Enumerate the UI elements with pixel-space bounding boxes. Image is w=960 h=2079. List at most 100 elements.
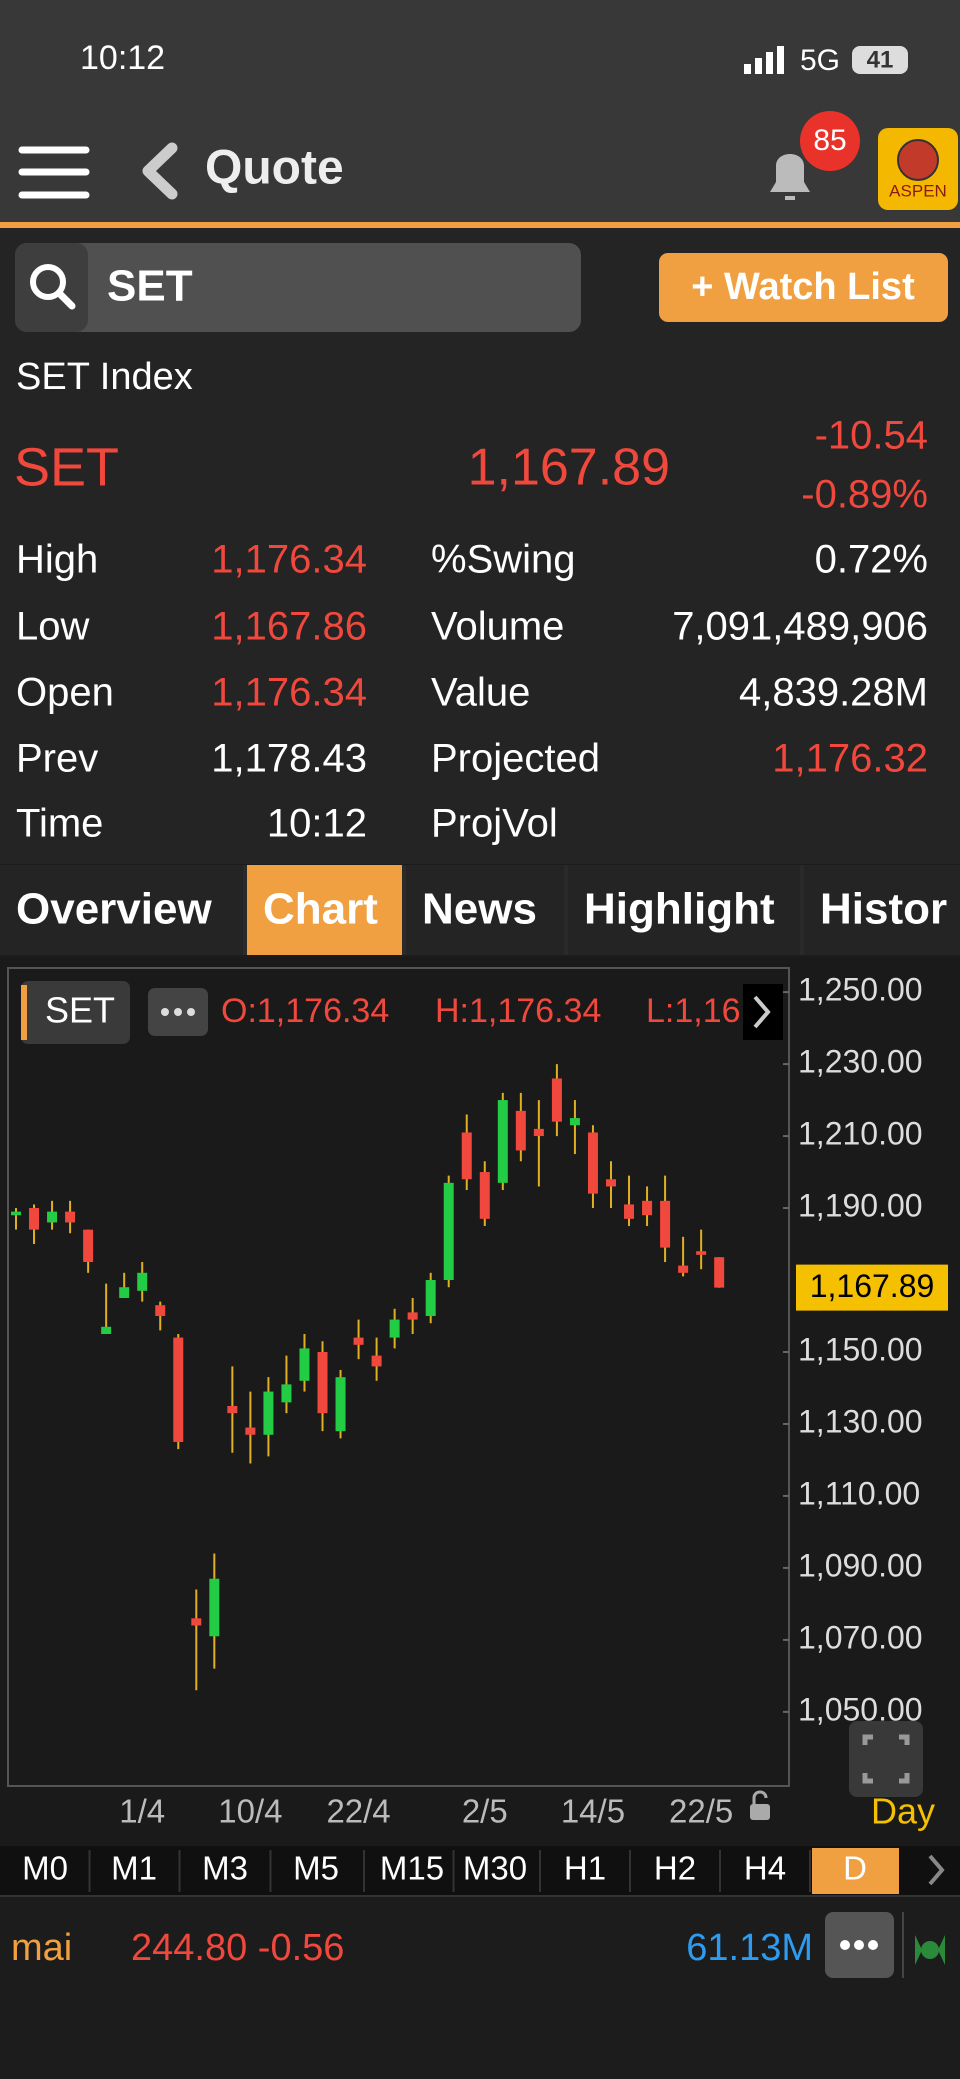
ohlc-summary: L:1,16	[646, 992, 741, 1030]
candle-body	[461, 1132, 472, 1180]
change: -10.54	[815, 414, 928, 458]
row-value: 1,176.34	[211, 671, 367, 715]
tab-label: Histor	[820, 885, 947, 934]
watchlist-label: + Watch List	[691, 266, 915, 308]
candle-body	[642, 1200, 653, 1216]
y-tick-label: 1,070.00	[798, 1619, 923, 1655]
candle-body	[533, 1128, 544, 1137]
row-value: 0.72%	[815, 538, 928, 582]
candle-body	[137, 1272, 148, 1291]
y-tick-label: 1,230.00	[798, 1044, 923, 1080]
search-box[interactable]	[15, 243, 581, 332]
search-icon-handle	[55, 289, 76, 310]
timeframe-arrow[interactable]	[928, 1854, 945, 1886]
candle-body	[335, 1377, 346, 1432]
tab[interactable]	[804, 865, 960, 955]
summary-scroll[interactable]	[743, 984, 783, 1040]
summary-arrow	[753, 995, 771, 1029]
tab-label: Chart	[263, 885, 378, 934]
battery-level: 41	[867, 46, 894, 73]
ticker-price: 244.80 -0.56	[131, 1927, 344, 1969]
logo-globe	[897, 139, 939, 181]
badge-count: 85	[813, 124, 846, 157]
y-tick-label: 1,130.00	[798, 1403, 923, 1439]
row-value: 7,091,489,906	[672, 605, 928, 649]
search-icon-bg	[15, 243, 88, 332]
candle-body	[299, 1348, 310, 1381]
tab[interactable]	[247, 865, 402, 955]
timeframe-bar	[0, 1846, 960, 1896]
x-tick-label: 10/4	[218, 1793, 282, 1830]
timeframe[interactable]: H4	[744, 1850, 786, 1887]
tab[interactable]	[406, 865, 564, 955]
candle-body	[191, 1618, 202, 1626]
timeframe[interactable]: M1	[111, 1850, 157, 1887]
accent-line	[0, 222, 960, 228]
tab-label: Highlight	[584, 885, 775, 934]
signal-icon	[744, 46, 784, 74]
row-value: 10:12	[267, 802, 367, 846]
period[interactable]: Day	[871, 1791, 935, 1832]
back-button[interactable]	[142, 142, 178, 200]
tab[interactable]	[0, 865, 243, 955]
candle-body	[551, 1078, 562, 1122]
row-label: Volume	[431, 605, 564, 649]
current-price-box	[796, 1264, 948, 1311]
timeframe[interactable]: M15	[380, 1850, 444, 1887]
candle-body	[714, 1257, 725, 1288]
expand-icon	[862, 1734, 910, 1784]
y-tick-label: 1,050.00	[798, 1691, 923, 1727]
badge	[800, 111, 860, 171]
row-label: ProjVol	[431, 802, 558, 846]
candle-body	[696, 1251, 707, 1255]
x-tick-label: 2/5	[462, 1793, 508, 1830]
row-value: 4,839.28M	[739, 671, 928, 715]
timeframe[interactable]: M0	[22, 1850, 68, 1887]
row-label: Open	[16, 671, 114, 715]
signal-status-icon	[915, 1935, 945, 1965]
row-label: Projected	[431, 737, 600, 781]
candle-body	[29, 1208, 40, 1230]
logo-text: ASPEN	[889, 181, 947, 200]
row-value: 1,178.43	[211, 737, 367, 781]
chart-symbol: SET	[45, 990, 115, 1031]
bell-icon[interactable]	[770, 154, 810, 200]
candle-body	[425, 1280, 436, 1317]
candle-body	[678, 1265, 689, 1273]
candle-body	[389, 1319, 400, 1338]
info-bg	[0, 228, 960, 864]
tab-label: News	[422, 885, 537, 934]
row-label: Low	[16, 605, 89, 649]
symbol-chip[interactable]	[21, 981, 130, 1044]
chip-stripe	[21, 985, 27, 1040]
status-network: 5G	[800, 44, 840, 77]
timeframe[interactable]: H2	[654, 1850, 696, 1887]
timeframe[interactable]: M3	[202, 1850, 248, 1887]
timeframe[interactable]: H1	[564, 1850, 606, 1887]
row-label: High	[16, 538, 98, 582]
lock-icon[interactable]	[750, 1804, 770, 1820]
watchlist-button[interactable]	[659, 253, 948, 322]
timeframe[interactable]: M30	[463, 1850, 527, 1887]
candle-body	[479, 1172, 490, 1219]
y-tick-label: 1,110.00	[798, 1475, 920, 1511]
search-icon	[30, 264, 66, 300]
tab[interactable]	[568, 865, 800, 955]
timeframe[interactable]: M5	[293, 1850, 339, 1887]
expand-button[interactable]	[849, 1721, 923, 1797]
menu-icon[interactable]	[18, 146, 90, 199]
status-time: 10:12	[80, 39, 165, 77]
candle-body	[83, 1229, 94, 1263]
candle-body	[101, 1326, 112, 1334]
candle-body	[47, 1211, 58, 1223]
candle-body	[660, 1200, 671, 1248]
y-tick-label: 1,150.00	[798, 1331, 923, 1367]
x-tick-label: 22/5	[669, 1793, 733, 1830]
row-label: Prev	[16, 737, 98, 781]
timeframe[interactable]: D	[843, 1850, 867, 1887]
tab-label: Overview	[16, 885, 212, 934]
candle-body	[317, 1351, 328, 1414]
candle-body	[155, 1305, 166, 1317]
